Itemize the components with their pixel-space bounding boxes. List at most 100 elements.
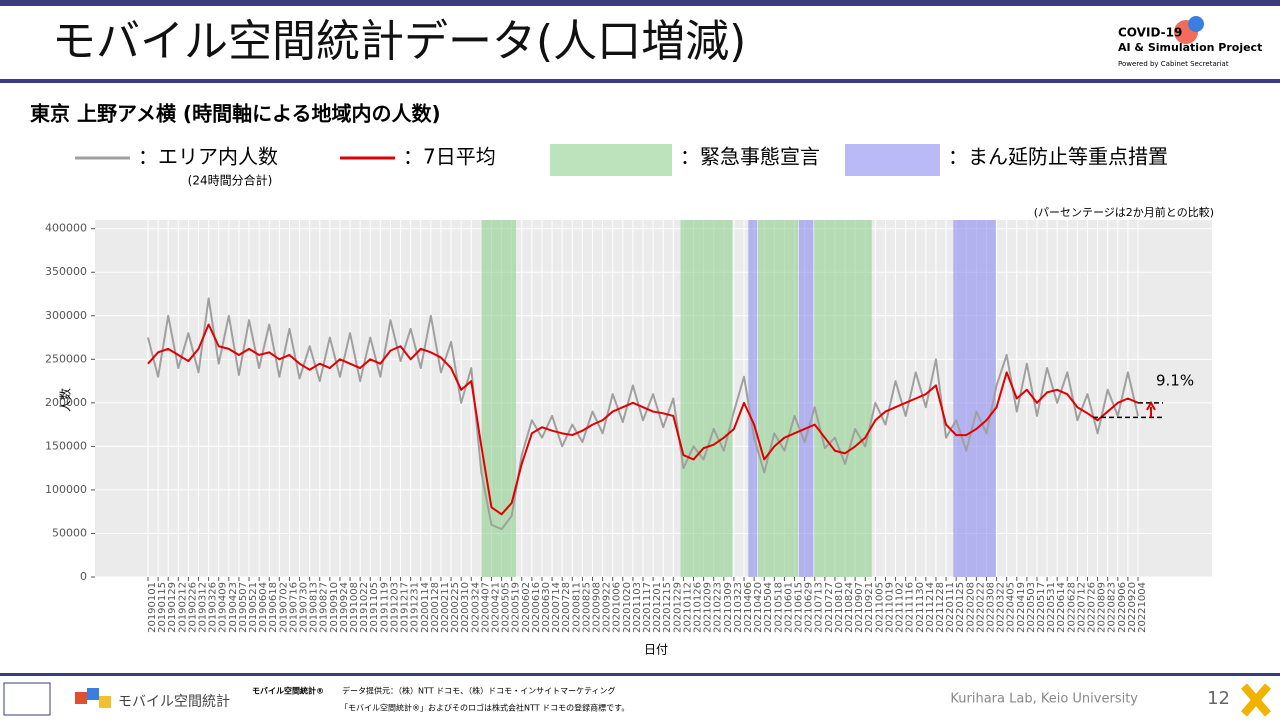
slide-title: モバイル空間統計データ(人口増減) — [52, 16, 746, 67]
logo-text: AI & Simulation Project — [1118, 41, 1262, 54]
x-tick-label: 20211102 — [895, 582, 906, 633]
legend-label: ：7日平均 — [403, 145, 496, 169]
x-tick-label: 20190423 — [228, 582, 239, 633]
x-tick-label: 20190924 — [339, 582, 350, 633]
legend-label: ：緊急事態宣言 — [680, 145, 820, 169]
x-tick-label: 20191022 — [359, 582, 370, 633]
x-tick-label: 20190910 — [329, 582, 340, 633]
x-tick-label: 20210615 — [794, 582, 805, 633]
footer-logo: モバイル空間統計 — [118, 694, 230, 710]
x-tick-label: 20200519 — [511, 582, 522, 633]
y-axis-label: 人数 — [58, 388, 73, 412]
x-tick-label: 20220308 — [985, 582, 996, 633]
x-tick-label: 20190730 — [299, 582, 310, 633]
band — [798, 220, 814, 577]
band — [757, 220, 799, 577]
lab-logo — [3, 682, 51, 716]
x-tick-label: 20200602 — [521, 582, 532, 633]
x-tick-label: 20200630 — [541, 582, 552, 633]
x-tick-label: 20200310 — [460, 582, 471, 633]
y-tick-label: 250000 — [45, 352, 87, 365]
x-tick-label: 20211005 — [874, 582, 885, 633]
x-tick-label: 20220111 — [945, 582, 956, 633]
x-tick-label: 20210209 — [703, 582, 714, 633]
x-tick-label: 20190507 — [238, 582, 249, 633]
x-tick-label: 20190212 — [177, 582, 188, 633]
x-tick-label: 20221004 — [1137, 582, 1148, 633]
x-tick-label: 20220614 — [1056, 582, 1067, 633]
x-tick-label: 20220726 — [1086, 582, 1097, 633]
annotation-arrow — [1146, 400, 1156, 418]
x-tick-label: 20190326 — [208, 582, 219, 633]
x-tick-label: 20210824 — [844, 582, 855, 633]
series-line — [147, 323, 1139, 516]
x-tick-label: 20220419 — [1016, 582, 1027, 633]
x-tick-label: 20210420 — [753, 582, 764, 633]
x-tick-label: 20211019 — [884, 582, 895, 633]
x-tick-label: 20210907 — [854, 582, 865, 633]
x-tick-label: 20210323 — [733, 582, 744, 633]
y-tick-label: 50000 — [52, 526, 87, 539]
x-tick-label: 20200811 — [571, 582, 582, 633]
x-tick-label: 20190604 — [258, 582, 269, 633]
x-tick-label: 20200616 — [531, 582, 542, 633]
band — [953, 220, 996, 577]
x-tick-label: 20210713 — [814, 582, 825, 633]
band — [680, 220, 733, 577]
chart-note: (パーセンテージは2か月前との比較) — [1034, 205, 1214, 219]
x-tick-label: 20210727 — [824, 582, 835, 633]
footer-brand: モバイル空間統計® — [252, 686, 324, 696]
x-tick-label: 20190129 — [167, 582, 178, 633]
x-tick-label: 20191119 — [379, 582, 390, 633]
logo-block — [87, 688, 99, 700]
x-tick-label: 20200728 — [561, 582, 572, 633]
chart-title: 東京 上野アメ横 (時間軸による地域内の人数) — [30, 102, 441, 126]
band — [748, 220, 758, 577]
x-tick-label: 20220809 — [1097, 582, 1108, 633]
page-number: 12 — [1207, 688, 1230, 709]
x-tick-label: 20220517 — [1036, 582, 1047, 633]
footer-lab: Kurihara Lab, Keio University — [950, 692, 1138, 707]
x-tick-label: 20220906 — [1117, 582, 1128, 633]
footer-rule — [0, 673, 1280, 676]
legend-label: ：エリア内人数 — [138, 145, 278, 169]
x-tick-label: 20200825 — [581, 582, 592, 633]
footer-source: データ提供元：（株）NTT ドコモ、（株）ドコモ・インサイトマーケティング — [342, 686, 616, 696]
y-tick-label: 150000 — [45, 439, 87, 452]
x-tick-label: 20220503 — [1026, 582, 1037, 633]
legend-swatch — [550, 144, 672, 176]
x-tick-label: 20200324 — [470, 582, 481, 633]
y-tick-label: 400000 — [45, 222, 87, 235]
x-tick-label: 20211130 — [915, 582, 926, 633]
x-tick-label: 20210518 — [773, 582, 784, 633]
series-line — [147, 297, 1139, 531]
x-axis-label: 日付 — [644, 643, 668, 657]
x-tick-label: 20210126 — [693, 582, 704, 633]
x-tick-label: 20220222 — [975, 582, 986, 633]
x-tick-label: 20200922 — [602, 582, 613, 633]
x-tick-label: 20210223 — [713, 582, 724, 633]
x-tick-label: 20220823 — [1107, 582, 1118, 633]
x-tick-label: 20201103 — [632, 582, 643, 633]
x-tick-label: 20200225 — [450, 582, 461, 633]
band — [814, 220, 872, 577]
logo-block — [75, 692, 87, 704]
x-tick-label: 20200908 — [591, 582, 602, 633]
x-tick-label: 20201006 — [612, 582, 623, 633]
x-tick-label: 20190521 — [248, 582, 259, 633]
x-tick-label: 20200407 — [480, 582, 491, 633]
x-tick-label: 20210406 — [743, 582, 754, 633]
x-tick-label: 20201117 — [642, 582, 653, 633]
x-tick-label: 20210504 — [763, 582, 774, 633]
x-tick-label: 20191203 — [389, 582, 400, 633]
y-tick-label: 100000 — [45, 483, 87, 496]
x-tick-label: 20211116 — [905, 582, 916, 633]
corner-logo — [1240, 683, 1272, 717]
x-tick-label: 20211228 — [935, 582, 946, 633]
footer-trademark: 「モバイル空間統計®」およびそのロゴは株式会社NTT ドコモの登録商標です。 — [340, 703, 629, 713]
x-tick-label: 20200421 — [490, 582, 501, 633]
top-bar — [0, 0, 1280, 6]
x-tick-label: 20200128 — [430, 582, 441, 633]
logo-block — [99, 696, 111, 708]
y-tick-label: 350000 — [45, 265, 87, 278]
